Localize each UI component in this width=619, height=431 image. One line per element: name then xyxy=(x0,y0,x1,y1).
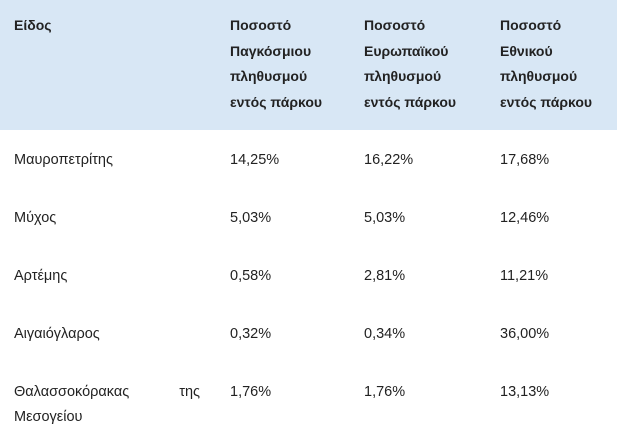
header-line: Παγκόσμιου xyxy=(230,42,312,59)
header-national-percentage: Ποσοστό Εθνικού πληθυσμού εντός πάρκου xyxy=(500,13,612,115)
header-line: Ποσοστό xyxy=(500,17,562,33)
national-percentage: 17,68% xyxy=(500,152,550,168)
header-global-percentage: Ποσοστό Παγκόσμιου πληθυσμού εντός πάρκο… xyxy=(230,13,350,115)
header-line: πληθυσμού xyxy=(230,68,308,84)
header-line: Ευρωπαϊκού xyxy=(364,42,449,59)
header-line: Ποσοστό xyxy=(230,17,292,33)
european-percentage: 5,03% xyxy=(364,210,406,226)
species-name-line: Θαλασσοκόρακας της xyxy=(14,384,200,400)
european-percentage: 1,76% xyxy=(364,384,406,400)
header-european-percentage: Ποσοστό Ευρωπαϊκού πληθυσμού εντός πάρκο… xyxy=(364,13,484,115)
european-percentage: 0,34% xyxy=(364,326,406,342)
header-line: Ποσοστό xyxy=(364,17,426,33)
global-percentage: 5,03% xyxy=(230,210,272,226)
header-species: Είδος xyxy=(14,13,204,39)
header-line: εντός πάρκου xyxy=(230,93,323,110)
species-name: Θαλασσοκόρακας της Μεσογείου xyxy=(14,380,200,430)
species-name-line: Μεσογείου xyxy=(14,409,83,425)
table-row: Θαλασσοκόρακας της Μεσογείου 1,76% 1,76%… xyxy=(0,362,617,431)
national-percentage: 12,46% xyxy=(500,210,550,226)
header-line: εντός πάρκου xyxy=(500,93,593,110)
table-row: Μαυροπετρίτης 14,25% 16,22% 17,68% xyxy=(0,130,617,188)
european-percentage: 2,81% xyxy=(364,268,406,284)
species-name: Αιγαιόγλαρος xyxy=(14,326,100,342)
global-percentage: 1,76% xyxy=(230,384,272,400)
table-header: Είδος Ποσοστό Παγκόσμιου πληθυσμού εντός… xyxy=(0,0,617,130)
header-species-label: Είδος xyxy=(14,17,52,33)
species-name: Μαυροπετρίτης xyxy=(14,152,113,168)
species-name: Μύχος xyxy=(14,210,57,226)
species-name: Αρτέμης xyxy=(14,268,68,284)
national-percentage: 13,13% xyxy=(500,384,550,400)
header-line: εντός πάρκου xyxy=(364,93,457,110)
national-percentage: 11,21% xyxy=(500,268,549,284)
global-percentage: 0,32% xyxy=(230,326,272,342)
table-row: Μύχος 5,03% 5,03% 12,46% xyxy=(0,188,617,246)
global-percentage: 0,58% xyxy=(230,268,272,284)
table-row: Αιγαιόγλαρος 0,32% 0,34% 36,00% xyxy=(0,304,617,362)
european-percentage: 16,22% xyxy=(364,152,414,168)
header-line: πληθυσμού xyxy=(500,68,578,84)
header-line: Εθνικού xyxy=(500,42,553,59)
global-percentage: 14,25% xyxy=(230,152,280,168)
header-line: πληθυσμού xyxy=(364,68,442,84)
table-row: Αρτέμης 0,58% 2,81% 11,21% xyxy=(0,246,617,304)
national-percentage: 36,00% xyxy=(500,326,550,342)
